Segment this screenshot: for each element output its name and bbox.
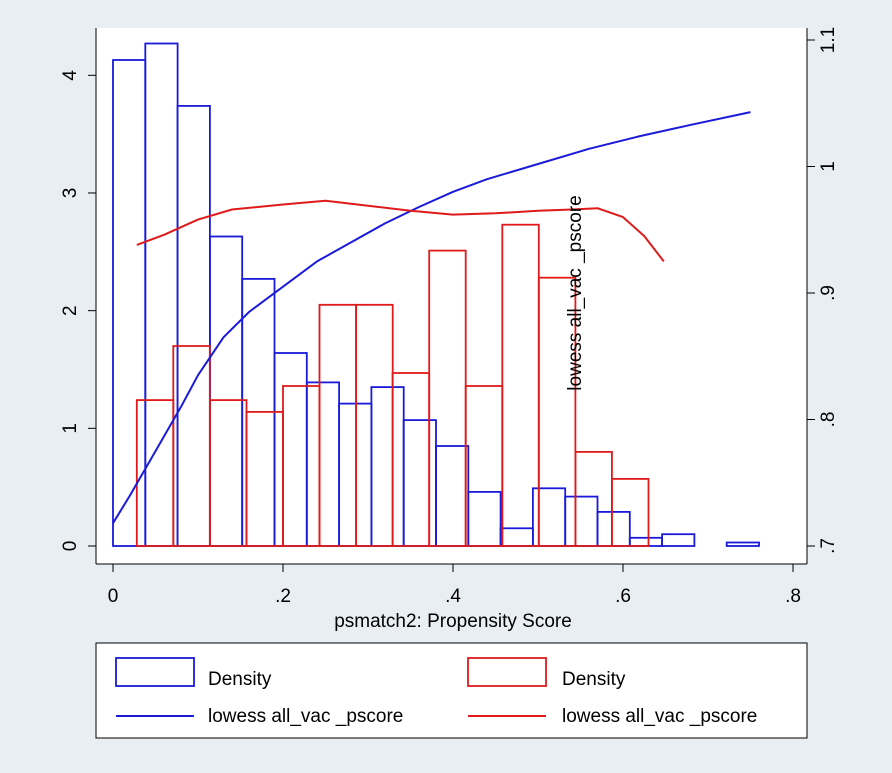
lowess-line-1	[136, 199, 665, 263]
legend-label-2: lowess all_vac _pscore	[208, 706, 403, 727]
x-axis-title: psmatch2: Propensity Score	[334, 611, 572, 632]
plot-area	[96, 28, 807, 564]
x-tick-label-1: .2	[275, 586, 291, 607]
legend-label-3: lowess all_vac _pscore	[562, 706, 757, 727]
lowess-lines	[112, 111, 751, 524]
histogram-1-bar-11	[537, 276, 577, 547]
lowess-line-0	[112, 111, 751, 524]
legend-key-0	[115, 657, 195, 687]
y-left-tick-label-0: 0	[60, 541, 81, 552]
legend-label-0: Density	[208, 669, 272, 690]
x-tick-label-3: .6	[615, 586, 631, 607]
y-left-tick-label-2: 2	[60, 305, 81, 316]
y-right-tick-label-4: 1.1	[818, 27, 839, 53]
x-tick-label-4: .8	[785, 586, 801, 607]
y-right-tick-label-1: .8	[818, 412, 839, 428]
histogram-1-bar-13	[611, 477, 650, 547]
histograms	[112, 42, 760, 547]
axes	[95, 28, 808, 565]
y-left-tick-label-1: 1	[60, 423, 81, 434]
legend-frame	[95, 642, 808, 739]
legend-label-1: Density	[562, 669, 626, 690]
x-tick-label-2: .4	[445, 586, 461, 607]
histogram-0-bar-17	[661, 533, 696, 547]
y-left-tick-label-4: 4	[60, 70, 81, 81]
y-right-tick-label-3: 1	[818, 161, 839, 172]
y-right-tick-label-2: .9	[818, 285, 839, 301]
legend-key-1	[467, 657, 547, 687]
tick-marks-and-labels: 0 .2 .4 .6 .8 0 1 2 3 4 .7 .8 .9 1 1.1	[60, 27, 839, 607]
legend: Density Density lowess all_vac _pscore lowe…	[95, 642, 808, 739]
y-right-tick-label-0: .7	[818, 538, 839, 554]
y-right-axis-title: lowess all_vac _pscore	[565, 195, 586, 390]
histogram-0-bar-18	[725, 541, 760, 547]
x-tick-label-0: 0	[108, 586, 119, 607]
y-left-tick-label-3: 3	[60, 188, 81, 199]
